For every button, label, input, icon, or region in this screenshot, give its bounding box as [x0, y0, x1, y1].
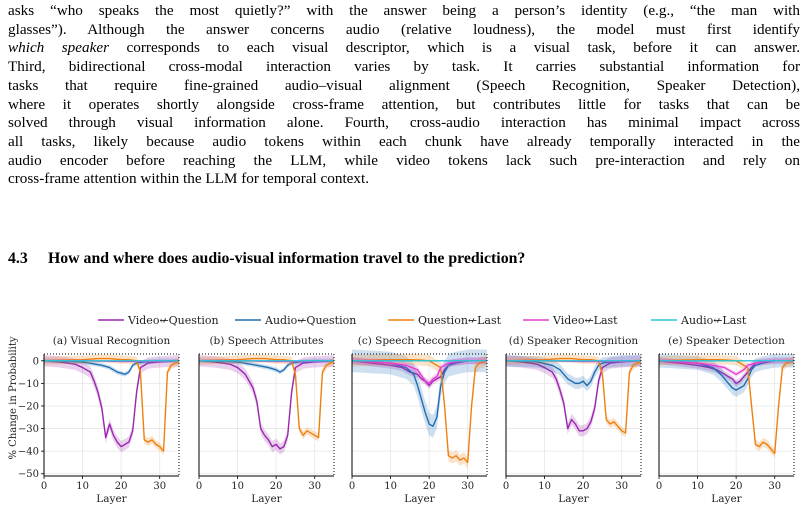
x-tick-label: 0 [349, 481, 355, 492]
y-tick-label: 0 [33, 356, 39, 367]
series-band [199, 355, 334, 455]
paragraph-line: cross-frame attention within the LLM for… [8, 170, 800, 189]
chart-panel: (a) Visual Recognition 0 10 20 30 0 −10 −20 −30 −… [18, 335, 180, 505]
text-run: where it operates shortly alongside cros… [8, 95, 800, 113]
y-axis-label: % Change in Probability [8, 336, 19, 459]
paragraph-line: asks “who speaks the most quietly?” with… [8, 2, 800, 21]
chart-panel: (e) Speaker Detection 0 10 20 30 Layer [656, 335, 795, 505]
panel-title: (b) Speech Attributes [209, 335, 323, 347]
legend-label: Question↚Last [418, 314, 502, 327]
x-tick-label: 20 [115, 481, 128, 492]
y-tick-label: −40 [18, 447, 39, 458]
legend-item: Video↚Question [98, 314, 219, 327]
x-tick-label: 20 [577, 481, 590, 492]
text-run: cross-frame attention within the LLM for… [8, 170, 370, 188]
series-band [659, 354, 794, 397]
panel-title: (a) Visual Recognition [53, 335, 171, 347]
x-tick-label: 10 [231, 481, 244, 492]
y-tick-label: −50 [18, 469, 39, 480]
series-line [351, 360, 487, 427]
paragraph-line: solved through visual information alone.… [8, 114, 800, 133]
x-tick-label: 0 [656, 481, 662, 492]
paragraph-line: glasses”). Although the answer concerns … [8, 21, 800, 40]
text-run: audio encoder before reaching the LLM, w… [8, 151, 800, 169]
x-tick-label: 0 [41, 481, 47, 492]
chart-panel: (c) Speech Recognition 0 10 20 30 Layer [349, 335, 488, 505]
y-tick-label: −10 [18, 379, 39, 390]
series-band [44, 358, 179, 377]
x-axis-label: Layer [96, 493, 127, 505]
series-line [43, 360, 180, 448]
x-tick-label: 0 [196, 481, 202, 492]
series-line [43, 357, 180, 452]
series-line [505, 357, 642, 434]
x-axis-label: Layer [251, 493, 282, 505]
x-axis-label: Layer [558, 493, 589, 505]
panel-title: (e) Speaker Detection [668, 335, 785, 347]
x-tick-label: 0 [503, 481, 509, 492]
chart-panel: (d) Speaker Recognition 0 10 20 30 Layer [503, 335, 642, 505]
body-paragraph: asks “who speaks the most quietly?” with… [8, 2, 800, 189]
legend-item: Question↚Last [388, 314, 502, 327]
x-tick-label: 30 [153, 481, 166, 492]
series-line [351, 358, 488, 464]
text-run: all tasks, likely because audio tokens w… [8, 132, 800, 150]
series-band [506, 354, 641, 438]
text-run: Third, bidirectional cross-modal interac… [8, 58, 800, 76]
series-band [199, 354, 334, 442]
y-tick-label: −30 [18, 424, 39, 435]
paragraph-line: Third, bidirectional cross-modal interac… [8, 58, 800, 77]
x-tick-label: 30 [461, 481, 474, 492]
x-tick-label: 10 [691, 481, 704, 492]
text-run: solved through visual information alone.… [8, 114, 800, 132]
paragraph-line: audio encoder before reaching the LLM, w… [8, 152, 800, 171]
x-tick-label: 30 [615, 481, 628, 492]
series-line [351, 360, 487, 385]
section-number: 4.3 [8, 250, 28, 267]
paragraph-line: all tasks, likely because audio tokens w… [8, 133, 800, 152]
series-band [506, 355, 641, 437]
x-axis-label: Layer [711, 493, 742, 505]
x-tick-label: 30 [768, 481, 781, 492]
legend-label: Video↚Question [127, 314, 219, 327]
series-line [658, 360, 794, 376]
x-tick-label: 20 [270, 481, 283, 492]
x-tick-label: 20 [423, 481, 436, 492]
section-heading: 4.3 How and where does audio-visual infor… [8, 250, 525, 268]
series-band [506, 355, 641, 392]
paragraph-line: tasks that require fine-grained audio–vi… [8, 77, 800, 96]
panel-title: (c) Speech Recognition [358, 335, 482, 347]
series-line [658, 358, 795, 455]
series-band [44, 355, 179, 453]
chart-panel: (b) Speech Attributes 0 10 20 30 Layer [196, 335, 335, 505]
y-tick-label: −20 [18, 401, 39, 412]
series-band [352, 354, 487, 469]
legend-item: Audio↚Question [235, 314, 356, 327]
series-line [198, 357, 335, 439]
text-run: tasks that require fine-grained audio–vi… [8, 76, 800, 94]
emphasis-text: which speaker [8, 39, 110, 57]
series-line [505, 360, 641, 387]
text-run: corresponds to each visual descriptor, w… [109, 39, 801, 57]
paragraph-line: which speaker corresponds to each visual… [8, 39, 800, 58]
x-tick-label: 10 [76, 481, 89, 492]
paragraph-line: where it operates shortly alongside cros… [8, 96, 800, 115]
legend-item: Video↚Last [523, 314, 618, 327]
text-run: glasses”). Although the answer concerns … [8, 20, 800, 38]
legend-label: Video↚Last [552, 314, 618, 327]
x-tick-label: 10 [538, 481, 551, 492]
legend-item: Audio↚Last [651, 314, 747, 327]
x-tick-label: 10 [384, 481, 397, 492]
text-run: asks “who speaks the most quietly?” with… [8, 2, 800, 19]
legend-label: Audio↚Question [264, 314, 356, 327]
section-title: How and where does audio-visual informat… [48, 250, 526, 267]
panel-title: (d) Speaker Recognition [509, 335, 639, 347]
x-axis-label: Layer [404, 493, 435, 505]
legend-label: Audio↚Last [680, 314, 747, 327]
x-tick-label: 20 [730, 481, 743, 492]
figure-line-charts: Video↚Question Audio↚Question Question↚Las… [8, 314, 795, 505]
series-line [658, 360, 794, 391]
x-tick-label: 30 [308, 481, 321, 492]
